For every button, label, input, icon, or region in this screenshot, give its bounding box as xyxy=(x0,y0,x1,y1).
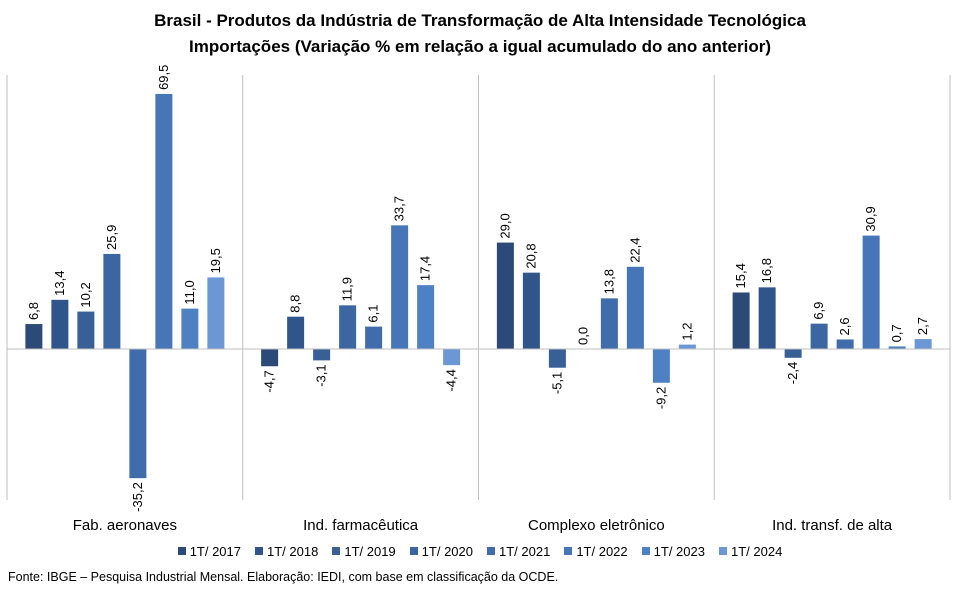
data-label: -2,4 xyxy=(785,362,800,384)
legend-swatch xyxy=(177,547,186,555)
data-label: 19,5 xyxy=(208,248,223,273)
data-label: 0,7 xyxy=(889,324,904,342)
category-label: Complexo eletrônico xyxy=(528,517,665,534)
legend-item: 1T/ 2021 xyxy=(487,541,550,561)
legend-item: 1T/ 2017 xyxy=(177,541,242,561)
source-note: Fonte: IBGE – Pesquisa Industrial Mensal… xyxy=(8,570,559,584)
data-label: 10,2 xyxy=(78,282,93,307)
bar xyxy=(732,292,750,349)
bar xyxy=(810,323,828,349)
bar xyxy=(548,349,566,368)
data-label: -4,7 xyxy=(262,370,277,392)
data-label: 33,7 xyxy=(392,196,407,221)
data-label: 11,9 xyxy=(340,277,355,301)
bar xyxy=(836,339,854,349)
legend-swatch xyxy=(718,547,727,555)
bar xyxy=(25,324,43,349)
legend-item: 1T/ 2020 xyxy=(409,541,473,561)
data-label: 2,6 xyxy=(837,317,852,335)
bar xyxy=(365,326,383,349)
data-label: 6,9 xyxy=(811,302,826,320)
chart-title: Brasil - Produtos da Indústria de Transf… xyxy=(154,11,806,30)
bar xyxy=(339,305,357,349)
data-label: 15,4 xyxy=(733,263,748,288)
bar xyxy=(103,253,121,349)
bar xyxy=(129,349,147,479)
bar xyxy=(207,277,225,349)
data-label: 13,4 xyxy=(52,271,67,296)
bar xyxy=(496,242,514,349)
data-label: -5,1 xyxy=(549,372,564,394)
legend-label: 1T/ 2017 xyxy=(189,543,242,559)
legend-swatch xyxy=(409,547,418,555)
data-label: 0,0 xyxy=(575,327,590,345)
data-label: 6,8 xyxy=(26,302,41,320)
legend-label: 1T/ 2021 xyxy=(499,543,551,559)
legend-item: 1T/ 2019 xyxy=(332,541,396,561)
data-label: 17,4 xyxy=(418,256,433,281)
category-label: Fab. aeronaves xyxy=(73,517,177,534)
data-label: 11,0 xyxy=(182,280,197,304)
bar xyxy=(261,349,279,367)
legend-swatch xyxy=(255,547,264,555)
legend-item: 1T/ 2018 xyxy=(255,541,318,561)
bar xyxy=(155,93,173,349)
legend-label: 1T/ 2022 xyxy=(576,543,628,559)
chart-legend: 1T/ 2017 1T/ 2018 1T/ 2019 1T/ 2020 1T/ 2021… xyxy=(0,541,960,561)
data-label: 29,0 xyxy=(497,213,512,238)
data-label: 13,8 xyxy=(601,269,616,294)
bar xyxy=(626,266,644,349)
data-label: 1,2 xyxy=(679,323,694,341)
chart-subtitle: Importações (Variação % em relação a igu… xyxy=(189,37,771,56)
bar xyxy=(888,346,906,349)
data-label: -9,2 xyxy=(653,387,668,409)
bar xyxy=(522,272,540,349)
legend-swatch xyxy=(641,547,650,555)
legend-swatch xyxy=(487,547,495,555)
data-label: 16,8 xyxy=(759,258,774,283)
bar xyxy=(417,285,435,349)
data-label: 69,5 xyxy=(156,65,171,90)
data-label: 22,4 xyxy=(627,237,642,262)
bar xyxy=(313,349,331,361)
legend-swatch xyxy=(564,547,573,555)
data-label: 8,8 xyxy=(288,295,303,313)
bar xyxy=(77,311,95,349)
bar xyxy=(391,225,409,349)
bar xyxy=(287,316,305,349)
legend-label: 1T/ 2020 xyxy=(421,543,473,559)
data-label: 20,8 xyxy=(523,243,538,268)
bar xyxy=(914,339,932,349)
legend-label: 1T/ 2024 xyxy=(730,543,783,559)
data-label: -4,4 xyxy=(444,369,459,391)
bar xyxy=(600,298,618,349)
legend-label: 1T/ 2018 xyxy=(267,543,319,559)
legend-item: 1T/ 2022 xyxy=(564,541,628,561)
data-label: 2,7 xyxy=(915,317,930,335)
category-label: Ind. transf. de alta xyxy=(772,517,893,534)
legend-label: 1T/ 2019 xyxy=(344,543,396,559)
bar xyxy=(443,349,461,366)
bar xyxy=(678,344,696,349)
data-label: 30,9 xyxy=(863,206,878,231)
bar xyxy=(652,349,670,383)
legend-item: 1T/ 2024 xyxy=(718,541,783,561)
category-label: Ind. farmacêutica xyxy=(303,517,419,534)
bar xyxy=(51,299,69,349)
data-label: -35,2 xyxy=(130,482,145,512)
data-label: 25,9 xyxy=(104,225,119,250)
bar xyxy=(784,349,802,358)
bar xyxy=(862,235,880,349)
legend-label: 1T/ 2023 xyxy=(653,543,705,559)
bar xyxy=(758,287,776,349)
data-label: -3,1 xyxy=(314,364,329,386)
legend-item: 1T/ 2023 xyxy=(641,541,705,561)
data-label: 6,1 xyxy=(366,305,381,323)
bar xyxy=(181,308,199,349)
legend-swatch xyxy=(332,547,341,555)
